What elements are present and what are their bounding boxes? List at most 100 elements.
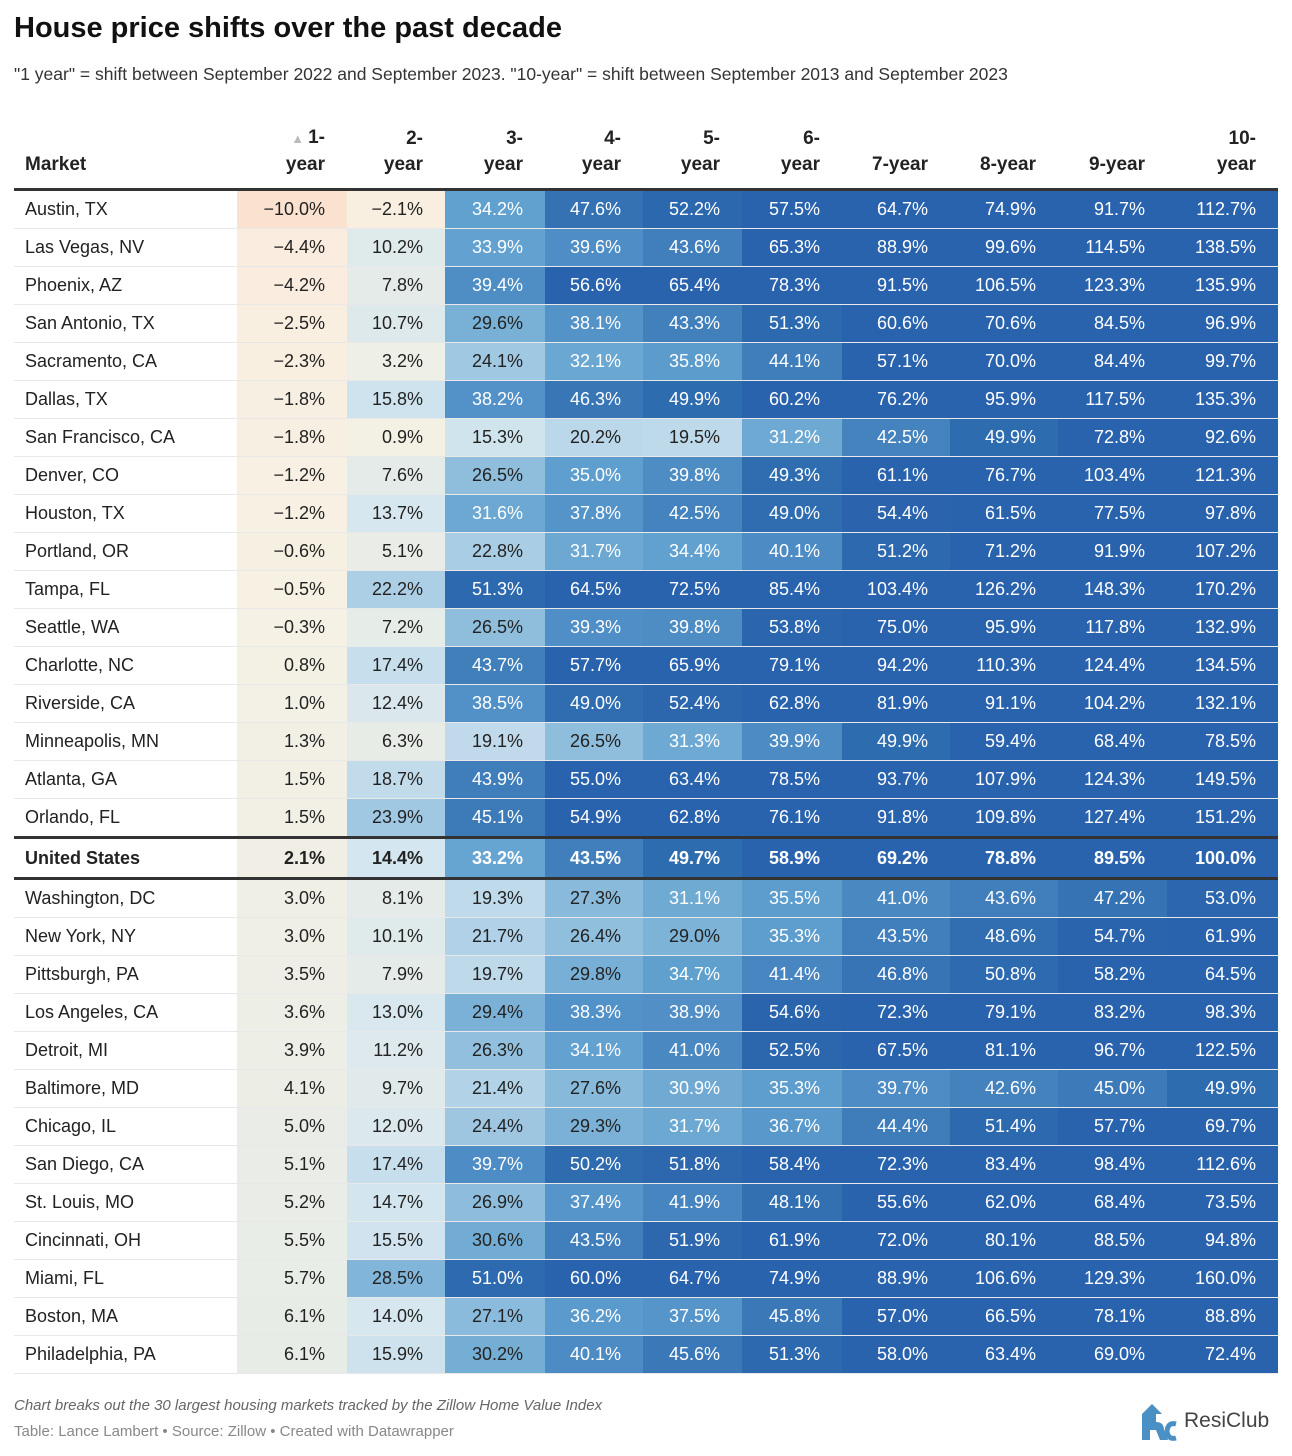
value-cell: 99.7%: [1167, 342, 1278, 381]
value-cell: 45.6%: [643, 1335, 742, 1374]
value-cell: 21.4%: [445, 1069, 545, 1108]
value-cell: 12.0%: [347, 1107, 445, 1146]
column-header-10-year[interactable]: 10- year: [1167, 118, 1278, 191]
value-cell: 20.2%: [545, 418, 643, 457]
market-cell: San Francisco, CA: [14, 418, 237, 457]
value-cell: 94.8%: [1167, 1221, 1278, 1260]
value-cell: 91.5%: [842, 266, 950, 305]
resiclub-logo: ResiClub: [1138, 1400, 1269, 1442]
notes: Chart breaks out the 30 largest housing …: [14, 1397, 603, 1414]
value-cell: 51.3%: [742, 1335, 842, 1374]
table-row-united-states: United States 2.1% 14.4% 33.2% 43.5% 49.7% 58.…: [14, 836, 1278, 880]
value-cell: 28.5%: [347, 1259, 445, 1298]
value-cell: 79.1%: [742, 646, 842, 685]
value-cell: 34.7%: [643, 955, 742, 994]
value-cell: 39.7%: [842, 1069, 950, 1108]
value-cell: 95.9%: [950, 380, 1058, 419]
value-cell: 5.2%: [237, 1183, 347, 1222]
value-cell: 49.0%: [545, 684, 643, 723]
column-header-2-year[interactable]: 2- year: [347, 118, 445, 191]
value-cell: 27.3%: [545, 878, 643, 918]
value-cell: 69.0%: [1058, 1335, 1167, 1374]
value-cell: 22.2%: [347, 570, 445, 609]
column-header-7-year[interactable]: 7-year: [842, 118, 950, 191]
market-cell: Phoenix, AZ: [14, 266, 237, 305]
value-cell: 107.9%: [950, 760, 1058, 799]
value-cell: 72.5%: [643, 570, 742, 609]
value-cell: 7.9%: [347, 955, 445, 994]
value-cell: 62.8%: [742, 684, 842, 723]
value-cell: 42.5%: [643, 494, 742, 533]
market-cell: Chicago, IL: [14, 1107, 237, 1146]
value-cell: 68.4%: [1058, 722, 1167, 761]
value-cell: 112.6%: [1167, 1145, 1278, 1184]
value-cell: 94.2%: [842, 646, 950, 685]
value-cell: 36.2%: [545, 1297, 643, 1336]
value-cell: 49.3%: [742, 456, 842, 495]
table-row: Riverside, CA 1.0% 12.4% 38.5% 49.0% 52.4% 62.…: [14, 684, 1278, 723]
value-cell: 39.9%: [742, 722, 842, 761]
column-header-3-year[interactable]: 3- year: [445, 118, 545, 191]
market-cell: Houston, TX: [14, 494, 237, 533]
value-cell: 31.7%: [545, 532, 643, 571]
value-cell: 43.6%: [643, 228, 742, 267]
value-cell: 29.6%: [445, 304, 545, 343]
value-cell: 45.1%: [445, 798, 545, 838]
value-cell: 54.7%: [1058, 917, 1167, 956]
value-cell: 60.2%: [742, 380, 842, 419]
column-header-9-year[interactable]: 9-year: [1058, 118, 1167, 191]
value-cell: 34.1%: [545, 1031, 643, 1070]
column-header-8-year[interactable]: 8-year: [950, 118, 1058, 191]
value-cell: 64.5%: [1167, 955, 1278, 994]
value-cell: 58.2%: [1058, 955, 1167, 994]
value-cell: 1.5%: [237, 798, 347, 838]
market-cell: Washington, DC: [14, 878, 237, 918]
value-cell: 62.0%: [950, 1183, 1058, 1222]
table-row: Phoenix, AZ −4.2% 7.8% 39.4% 56.6% 65.4% 78.3%…: [14, 266, 1278, 305]
value-cell: 56.6%: [545, 266, 643, 305]
table-row: Washington, DC 3.0% 8.1% 19.3% 27.3% 31.1% 35.…: [14, 878, 1278, 918]
column-header-market[interactable]: Market: [14, 118, 237, 191]
value-cell: 93.7%: [842, 760, 950, 799]
value-cell: 78.5%: [1167, 722, 1278, 761]
value-cell: 17.4%: [347, 1145, 445, 1184]
value-cell: 77.5%: [1058, 494, 1167, 533]
value-cell: 1.5%: [237, 760, 347, 799]
value-cell: 26.9%: [445, 1183, 545, 1222]
value-cell: 43.6%: [950, 878, 1058, 918]
value-cell: 72.3%: [842, 993, 950, 1032]
value-cell: 19.1%: [445, 722, 545, 761]
value-cell: 31.6%: [445, 494, 545, 533]
value-cell: 13.7%: [347, 494, 445, 533]
column-header-label: 10- year: [1216, 128, 1256, 175]
value-cell: 72.8%: [1058, 418, 1167, 457]
column-header-5-year[interactable]: 5- year: [643, 118, 742, 191]
value-cell: 43.5%: [842, 917, 950, 956]
value-cell: 53.8%: [742, 608, 842, 647]
value-cell: 83.2%: [1058, 993, 1167, 1032]
value-cell: 13.0%: [347, 993, 445, 1032]
value-cell: 2.1%: [237, 836, 347, 880]
column-header-label: 4- year: [581, 128, 621, 175]
value-cell: 88.9%: [842, 1259, 950, 1298]
column-header-6-year[interactable]: 6- year: [742, 118, 842, 191]
value-cell: 57.7%: [1058, 1107, 1167, 1146]
value-cell: 41.0%: [842, 878, 950, 918]
value-cell: 89.5%: [1058, 836, 1167, 880]
value-cell: 26.5%: [545, 722, 643, 761]
value-cell: 61.9%: [742, 1221, 842, 1260]
value-cell: 6.1%: [237, 1335, 347, 1374]
page-title: House price shifts over the past decade: [14, 12, 562, 44]
value-cell: 88.8%: [1167, 1297, 1278, 1336]
table-row: Minneapolis, MN 1.3% 6.3% 19.1% 26.5% 31.3% 39…: [14, 722, 1278, 761]
value-cell: 49.7%: [643, 836, 742, 880]
value-cell: −4.2%: [237, 266, 347, 305]
column-header-1-year[interactable]: ▲ 1- year: [237, 118, 347, 191]
value-cell: 76.7%: [950, 456, 1058, 495]
value-cell: 51.8%: [643, 1145, 742, 1184]
value-cell: −2.5%: [237, 304, 347, 343]
value-cell: 19.3%: [445, 878, 545, 918]
column-header-4-year[interactable]: 4- year: [545, 118, 643, 191]
value-cell: 38.5%: [445, 684, 545, 723]
table-row: Atlanta, GA 1.5% 18.7% 43.9% 55.0% 63.4% 78.5%…: [14, 760, 1278, 799]
